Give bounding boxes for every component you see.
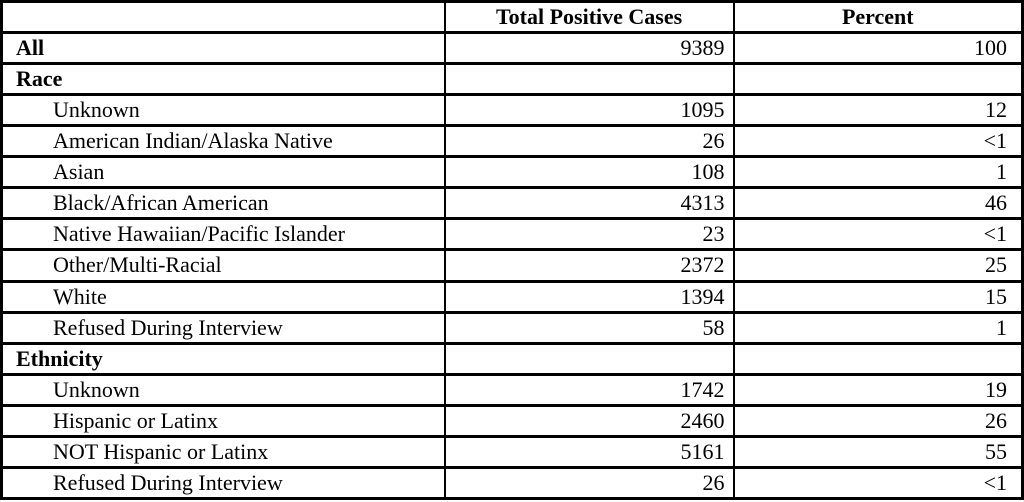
- percent-cell: [732, 341, 1024, 376]
- row-label-cell: NOT Hispanic or Latinx: [0, 434, 446, 469]
- empty-header-cell: [0, 0, 446, 34]
- total-positive-cases-cell: 1394: [443, 279, 735, 314]
- row-label-cell: Asian: [0, 155, 446, 190]
- row-label-cell: Unknown: [0, 93, 446, 128]
- table-row: White 1394 15: [0, 279, 1024, 314]
- section-row: Race: [0, 62, 1024, 97]
- section-row: Ethnicity: [0, 341, 1024, 376]
- total-positive-cases-cell: [443, 341, 735, 376]
- percent-cell: 25: [732, 248, 1024, 283]
- percent-cell: 55: [732, 434, 1024, 469]
- percent-cell: 100: [732, 30, 1024, 66]
- total-positive-cases-cell: 9389: [443, 30, 735, 66]
- total-positive-cases-cell: 26: [443, 124, 735, 159]
- percent-cell: 46: [732, 186, 1024, 221]
- row-label-cell: Refused During Interview: [0, 465, 446, 501]
- percent-cell: 19: [732, 372, 1024, 407]
- table-row: Asian 108 1: [0, 155, 1024, 190]
- table-row: Refused During Interview 58 1: [0, 310, 1024, 345]
- percent-cell: [732, 62, 1024, 97]
- percent-cell: 1: [732, 310, 1024, 345]
- table-row: Native Hawaiian/Pacific Islander 23 <1: [0, 217, 1024, 252]
- total-positive-cases-cell: 58: [443, 310, 735, 345]
- percent-cell: 15: [732, 279, 1024, 314]
- table-row: Unknown 1095 12: [0, 93, 1024, 128]
- percent-cell: 12: [732, 93, 1024, 128]
- row-label-cell: Ethnicity: [0, 341, 446, 376]
- percent-cell: 1: [732, 155, 1024, 190]
- table-row: Unknown 1742 19: [0, 372, 1024, 407]
- row-label-cell: Refused During Interview: [0, 310, 446, 345]
- table-body: All 9389 100 Race Unknown 1095 12 American Indi…: [0, 30, 1024, 501]
- table-row: Hispanic or Latinx 2460 26: [0, 403, 1024, 438]
- table-row: Black/African American 4313 46: [0, 186, 1024, 221]
- table-row: Other/Multi-Racial 2372 25: [0, 248, 1024, 283]
- header-row: Total Positive Cases Percent: [0, 0, 1024, 34]
- row-label-cell: Hispanic or Latinx: [0, 403, 446, 438]
- section-row: All 9389 100: [0, 30, 1024, 66]
- row-label-cell: Native Hawaiian/Pacific Islander: [0, 217, 446, 252]
- total-positive-cases-cell: 26: [443, 465, 735, 501]
- row-label-cell: American Indian/Alaska Native: [0, 124, 446, 159]
- total-positive-cases-cell: 1095: [443, 93, 735, 128]
- total-positive-cases-cell: 23: [443, 217, 735, 252]
- row-label-cell: Other/Multi-Racial: [0, 248, 446, 283]
- total-positive-cases-cell: 1742: [443, 372, 735, 407]
- percent-cell: <1: [732, 465, 1024, 501]
- percent-cell: 26: [732, 403, 1024, 438]
- total-positive-cases-cell: 2460: [443, 403, 735, 438]
- row-label-cell: Race: [0, 62, 446, 97]
- total-positive-cases-cell: 108: [443, 155, 735, 190]
- table-row: American Indian/Alaska Native 26 <1: [0, 124, 1024, 159]
- total-positive-cases-cell: 5161: [443, 434, 735, 469]
- row-label-cell: White: [0, 279, 446, 314]
- table-row: Refused During Interview 26 <1: [0, 465, 1024, 501]
- col-header-total-positive-cases: Total Positive Cases: [443, 0, 735, 34]
- col-header-percent: Percent: [732, 0, 1024, 34]
- table-row: NOT Hispanic or Latinx 5161 55: [0, 434, 1024, 469]
- row-label-cell: All: [0, 30, 446, 66]
- percent-cell: <1: [732, 124, 1024, 159]
- row-label-cell: Unknown: [0, 372, 446, 407]
- total-positive-cases-cell: 4313: [443, 186, 735, 221]
- row-label-cell: Black/African American: [0, 186, 446, 221]
- total-positive-cases-cell: 2372: [443, 248, 735, 283]
- percent-cell: <1: [732, 217, 1024, 252]
- total-positive-cases-cell: [443, 62, 735, 97]
